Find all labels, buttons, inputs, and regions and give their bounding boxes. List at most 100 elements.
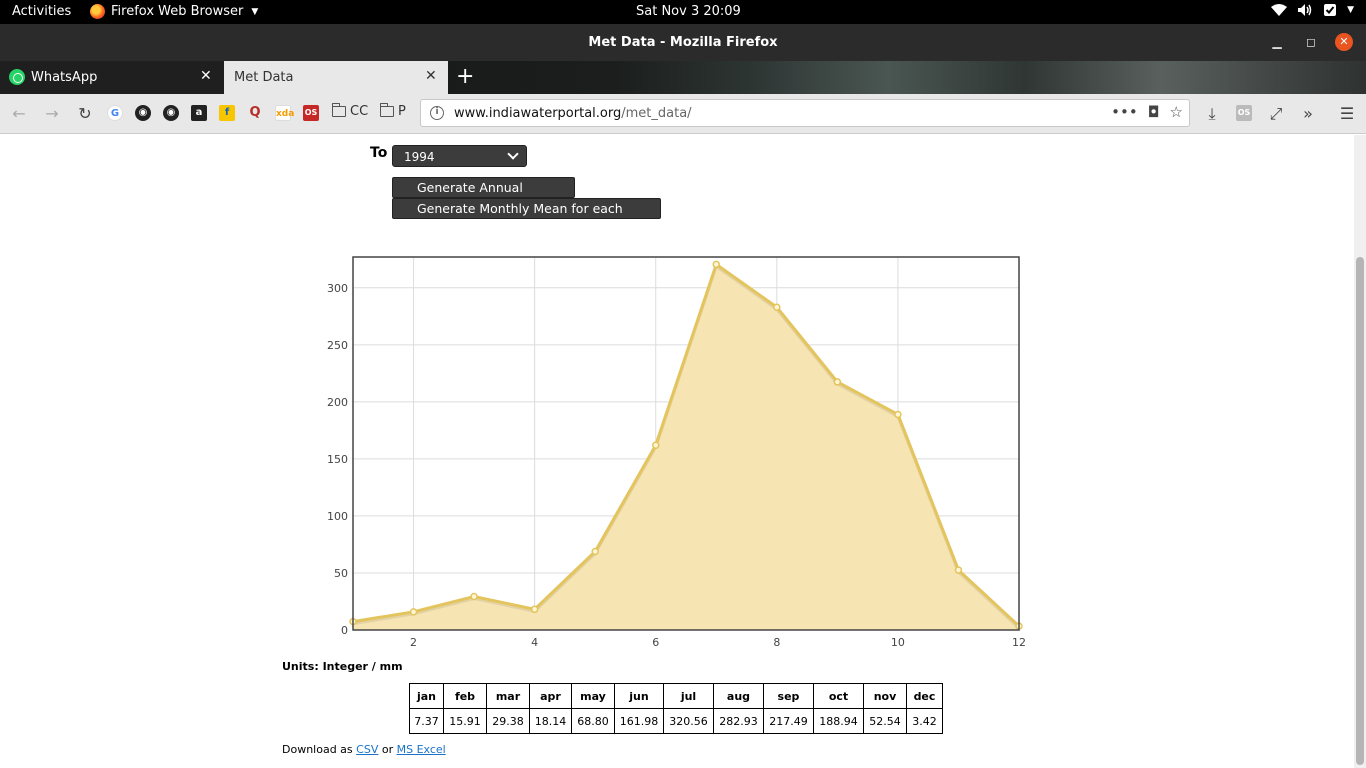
folder-label: P — [398, 104, 406, 119]
download-prefix: Download as — [282, 743, 357, 756]
caret-down-icon: ▼ — [251, 6, 259, 17]
data-point — [530, 605, 539, 614]
maximize-button[interactable]: ◻ — [1306, 35, 1316, 49]
close-tab-icon[interactable]: ✕ — [425, 68, 437, 84]
excel-link[interactable]: MS Excel — [396, 743, 446, 756]
folder-label: CC — [350, 104, 369, 119]
x-tick-label: 12 — [1012, 636, 1026, 649]
url-host: www.indiawaterportal.org — [454, 106, 622, 121]
y-tick-label: 100 — [327, 510, 348, 523]
window-title: Met Data - Mozilla Firefox — [588, 35, 778, 50]
app-menu-label: Firefox Web Browser — [111, 4, 244, 19]
table-header-cell: may — [571, 683, 615, 709]
table-cell: 320.56 — [663, 708, 714, 734]
system-top-bar: Activities Firefox Web Browser ▼ Sat Nov… — [0, 0, 1366, 24]
amazon-bookmark-icon[interactable]: a — [191, 105, 207, 121]
y-tick-label: 50 — [334, 567, 348, 580]
table-header-cell: mar — [486, 683, 530, 709]
series-line — [352, 261, 1021, 628]
system-menu-caret-icon: ▼ — [1347, 5, 1354, 15]
battery-check-icon — [1324, 4, 1337, 16]
data-point — [651, 441, 660, 449]
table-header-row: jan feb mar apr may jun jul aug sep oct nov dec — [409, 683, 943, 709]
back-arrow-icon[interactable]: ← — [12, 104, 26, 123]
x-tick-label: 4 — [531, 636, 538, 649]
table-header-cell: sep — [763, 683, 814, 709]
extension-icon[interactable]: OS — [1236, 105, 1252, 121]
page-scrollbar[interactable] — [1354, 135, 1366, 768]
whatsapp-icon — [9, 69, 25, 85]
csv-link[interactable]: CSV — [356, 743, 379, 756]
table-cell: 15.91 — [443, 708, 487, 734]
y-tick-label: 300 — [327, 282, 348, 295]
tab-label: Met Data — [234, 70, 294, 85]
monthly-values-table: jan feb mar apr may jun jul aug sep oct nov dec 7.3… — [409, 683, 943, 734]
table-cell: 7.37 — [409, 708, 444, 734]
table-header-cell: jan — [409, 683, 444, 709]
table-header-cell: nov — [863, 683, 907, 709]
close-window-button[interactable]: ✕ — [1335, 33, 1353, 51]
y-tick-label: 200 — [327, 396, 348, 409]
data-point — [470, 592, 478, 601]
download-line: Download as CSV or MS Excel — [282, 743, 446, 756]
data-point — [409, 608, 418, 616]
new-tab-button[interactable]: + — [456, 64, 475, 89]
generate-annual-mean-button[interactable]: Generate Annual Mean — [392, 177, 575, 214]
table-header-cell: jun — [614, 683, 664, 709]
xda-bookmark-icon[interactable]: xda — [275, 105, 294, 121]
fullscreen-icon[interactable]: ⤢ — [1269, 104, 1283, 123]
page-actions-icon[interactable]: ••• — [1111, 103, 1138, 121]
github-bookmark-icon-2[interactable]: ◉ — [163, 105, 179, 121]
flipkart-bookmark-icon[interactable]: f — [219, 105, 235, 121]
data-point — [833, 378, 842, 386]
table-header-cell: feb — [443, 683, 487, 709]
minimize-button[interactable]: ▁ — [1272, 35, 1282, 49]
info-icon[interactable]: i — [430, 106, 444, 120]
bookmark-star-icon[interactable]: ☆ — [1169, 103, 1183, 121]
x-tick-label: 2 — [410, 636, 417, 649]
table-header-cell: jul — [663, 683, 714, 709]
x-tick-label: 8 — [773, 636, 780, 649]
y-tick-label: 0 — [341, 624, 348, 637]
hamburger-menu-icon[interactable]: ☰ — [1339, 104, 1355, 123]
table-cell: 282.93 — [713, 708, 764, 734]
table-cell: 161.98 — [614, 708, 664, 734]
forward-arrow-icon[interactable]: → — [45, 104, 59, 123]
clock[interactable]: Sat Nov 3 20:09 — [636, 4, 741, 19]
system-tray[interactable]: ▼ — [1271, 3, 1354, 17]
tab-strip: WhatsApp ✕ Met Data ✕ + — [0, 61, 1366, 94]
quora-bookmark-icon[interactable]: Q — [249, 105, 261, 120]
scrollbar-thumb[interactable] — [1356, 257, 1364, 765]
bookmark-folder-cc[interactable]: CC — [331, 103, 369, 119]
overflow-chevron-icon[interactable]: » — [1303, 104, 1313, 123]
github-bookmark-icon[interactable]: ◉ — [135, 105, 151, 121]
table-cell: 3.42 — [906, 708, 943, 734]
area-fill — [353, 264, 1019, 630]
app-menu[interactable]: Firefox Web Browser ▼ — [90, 4, 258, 19]
tab-met-data[interactable]: Met Data ✕ — [224, 61, 448, 94]
table-header-cell: oct — [813, 683, 864, 709]
data-point — [591, 547, 599, 556]
pocket-icon[interactable]: ◘ — [1147, 103, 1160, 121]
close-tab-icon[interactable]: ✕ — [200, 68, 212, 84]
rainfall-area-chart: 0 50 100 150 200 250 300 2 4 6 8 10 12 — [327, 256, 1026, 649]
google-bookmark-icon[interactable]: G — [107, 105, 123, 121]
tab-whatsapp[interactable]: WhatsApp ✕ — [0, 61, 224, 94]
reload-icon[interactable]: ↻ — [78, 104, 92, 123]
table-cell: 217.49 — [763, 708, 814, 734]
activities-button[interactable]: Activities — [12, 4, 72, 19]
firefox-icon — [90, 4, 105, 19]
downloads-icon[interactable]: ⤓ — [1208, 104, 1216, 123]
generate-monthly-mean-button[interactable]: Generate Monthly Mean for each year — [392, 198, 661, 235]
table-cell: 52.54 — [863, 708, 907, 734]
selected-year: 1994 — [404, 150, 435, 164]
opensuse-bookmark-icon[interactable]: OS — [303, 105, 319, 121]
url-bar[interactable]: i www.indiawaterportal.org/met_data/ •••… — [420, 99, 1190, 127]
wifi-icon — [1271, 4, 1288, 16]
table-cell: 29.38 — [486, 708, 530, 734]
data-point — [712, 260, 721, 269]
to-year-select[interactable]: 1994 — [392, 145, 527, 167]
url-text[interactable]: www.indiawaterportal.org/met_data/ — [454, 106, 692, 121]
bookmark-folder-p[interactable]: P — [379, 103, 406, 119]
y-tick-label: 250 — [327, 339, 348, 352]
